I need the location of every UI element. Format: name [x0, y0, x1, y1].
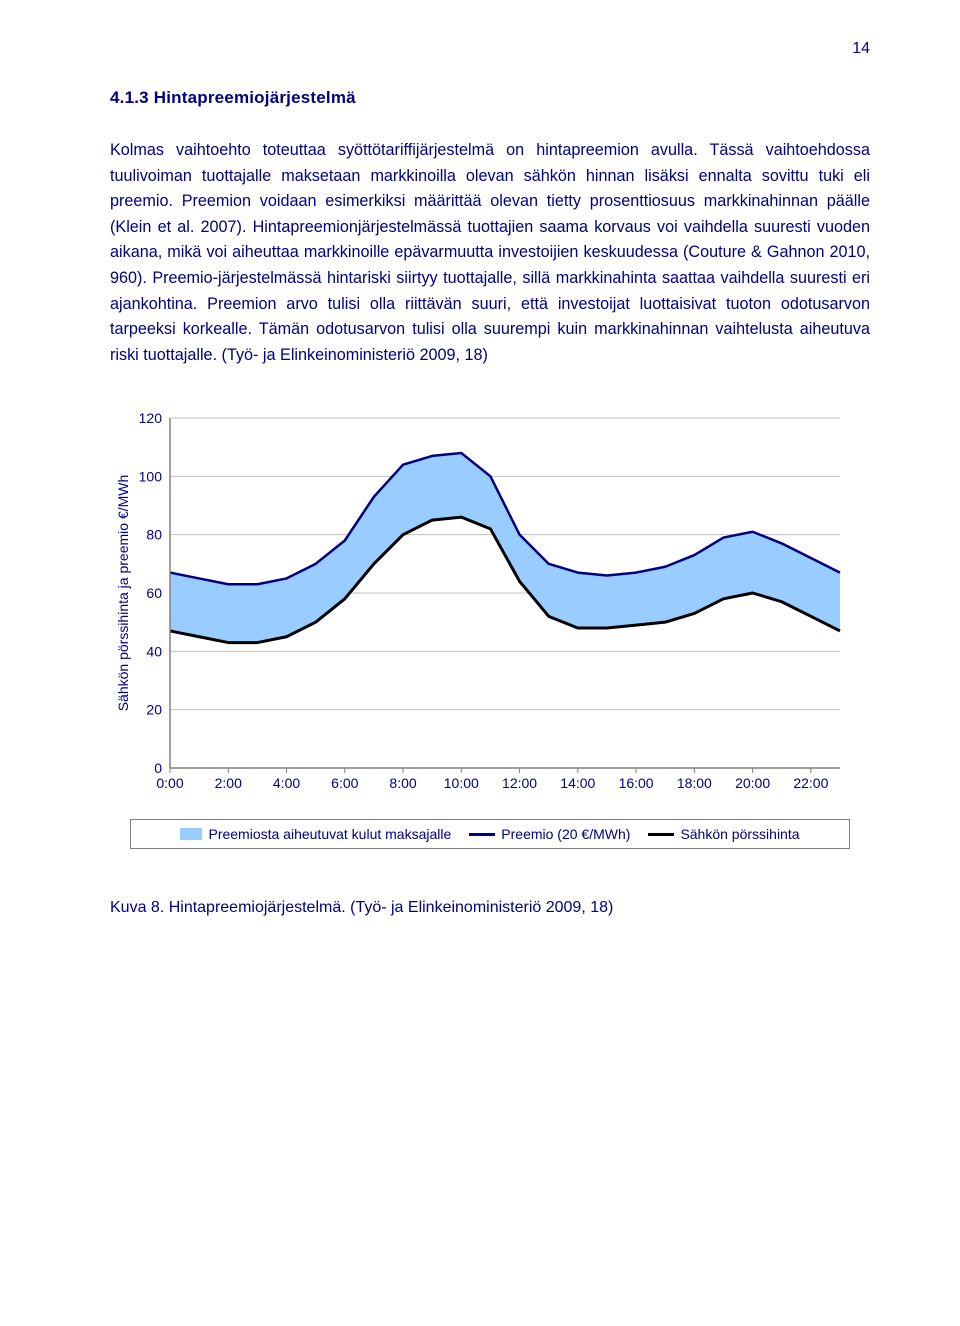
- svg-text:80: 80: [146, 527, 162, 543]
- svg-text:22:00: 22:00: [793, 775, 828, 791]
- legend-swatch-line: [469, 833, 495, 836]
- svg-text:16:00: 16:00: [619, 775, 654, 791]
- svg-text:40: 40: [146, 644, 162, 660]
- body-paragraph: Kolmas vaihtoehto toteuttaa syöttötariff…: [110, 138, 870, 368]
- legend-swatch-line: [648, 833, 674, 836]
- legend-item-area: Preemiosta aiheutuvat kulut maksajalle: [180, 826, 451, 842]
- svg-text:Sähkön pörssihinta ja preemio: Sähkön pörssihinta ja preemio €/MWh: [115, 475, 131, 712]
- svg-text:20: 20: [146, 702, 162, 718]
- legend-swatch-fill: [180, 828, 202, 840]
- svg-text:2:00: 2:00: [215, 775, 242, 791]
- page: 14 4.1.3 Hintapreemiojärjestelmä Kolmas …: [0, 0, 960, 977]
- svg-text:0:00: 0:00: [156, 775, 183, 791]
- svg-text:0: 0: [154, 760, 162, 776]
- svg-text:18:00: 18:00: [677, 775, 712, 791]
- svg-text:120: 120: [139, 410, 163, 426]
- svg-text:20:00: 20:00: [735, 775, 770, 791]
- legend-label: Preemio (20 €/MWh): [501, 826, 630, 842]
- page-number: 14: [110, 40, 870, 58]
- legend-item-preemio: Preemio (20 €/MWh): [469, 826, 630, 842]
- legend-label: Sähkön pörssihinta: [680, 826, 799, 842]
- svg-text:10:00: 10:00: [444, 775, 479, 791]
- section-heading: 4.1.3 Hintapreemiojärjestelmä: [110, 88, 870, 108]
- svg-text:60: 60: [146, 585, 162, 601]
- svg-text:100: 100: [139, 469, 163, 485]
- svg-text:4:00: 4:00: [273, 775, 300, 791]
- legend-item-spot: Sähkön pörssihinta: [648, 826, 799, 842]
- chart-legend: Preemiosta aiheutuvat kulut maksajalle P…: [130, 819, 850, 849]
- svg-text:6:00: 6:00: [331, 775, 358, 791]
- legend-label: Preemiosta aiheutuvat kulut maksajalle: [208, 826, 451, 842]
- figure-caption: Kuva 8. Hintapreemiojärjestelmä. (Työ- j…: [110, 899, 870, 917]
- svg-text:12:00: 12:00: [502, 775, 537, 791]
- chart-container: 0 20 40 60 80 100 120 0:00 2:00 4:00 6:00 8:00 10:00…: [110, 408, 870, 849]
- svg-text:14:00: 14:00: [560, 775, 595, 791]
- price-preemio-chart: 0 20 40 60 80 100 120 0:00 2:00 4:00 6:00 8:00 10:00…: [110, 408, 850, 808]
- svg-text:8:00: 8:00: [389, 775, 416, 791]
